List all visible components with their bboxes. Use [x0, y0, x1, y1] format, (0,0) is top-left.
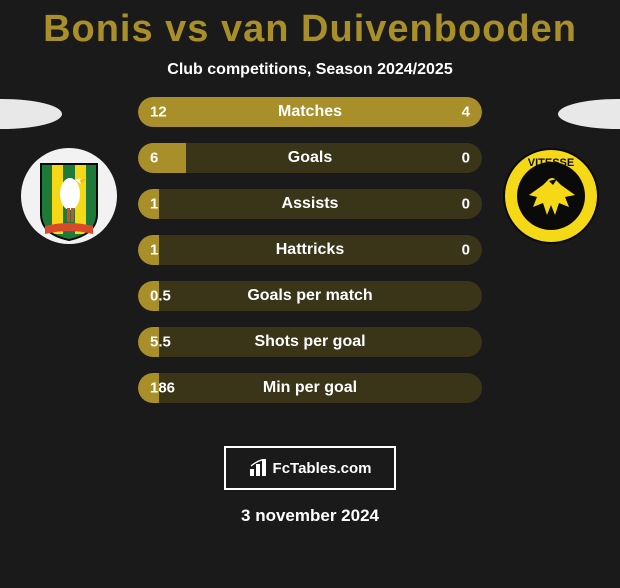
stat-row: 12 Matches 4: [138, 97, 482, 127]
date-label: 3 november 2024: [0, 506, 620, 526]
brand-label: FcTables.com: [273, 460, 372, 477]
stat-row: 186 Min per goal: [138, 373, 482, 403]
stat-label: Shots per goal: [254, 333, 365, 351]
stat-label: Matches: [278, 103, 342, 121]
club-crest-left: [20, 147, 118, 245]
stat-value-left: 12: [150, 104, 167, 121]
page-title: Bonis vs van Duivenbooden: [0, 8, 620, 51]
stat-row: 5.5 Shots per goal: [138, 327, 482, 357]
stat-value-right: 0: [462, 196, 470, 213]
stat-label: Goals: [288, 149, 332, 167]
subtitle: Club competitions, Season 2024/2025: [0, 61, 620, 79]
stat-label: Hattricks: [276, 241, 344, 259]
stat-row: 1 Assists 0: [138, 189, 482, 219]
stat-value-right: 0: [462, 150, 470, 167]
branding-box[interactable]: FcTables.com: [224, 446, 396, 490]
stats-list: 12 Matches 4 6 Goals 0 1 Assists 0 1 Hattricks 0 0.5…: [138, 97, 482, 419]
ado-den-haag-crest-icon: [20, 147, 118, 245]
stat-fill-left: [138, 143, 186, 173]
stat-value-left: 186: [150, 380, 175, 397]
stat-label: Min per goal: [263, 379, 357, 397]
stat-row: 6 Goals 0: [138, 143, 482, 173]
stat-value-left: 1: [150, 242, 158, 259]
club-crest-right: VITESSE: [502, 147, 600, 245]
stat-value-right: 0: [462, 242, 470, 259]
stat-fill-left: [138, 97, 396, 127]
stat-row: 1 Hattricks 0: [138, 235, 482, 265]
svg-text:VITESSE: VITESSE: [528, 157, 574, 169]
vitesse-crest-icon: VITESSE: [502, 147, 600, 245]
bar-chart-icon: [249, 459, 269, 477]
stat-label: Goals per match: [247, 287, 372, 305]
stat-value-left: 0.5: [150, 288, 171, 305]
stat-value-left: 1: [150, 196, 158, 213]
stat-value-right: 4: [462, 104, 470, 121]
stat-value-left: 5.5: [150, 334, 171, 351]
player-photo-right: [558, 99, 620, 129]
player-photo-left: [0, 99, 62, 129]
stat-row: 0.5 Goals per match: [138, 281, 482, 311]
stat-label: Assists: [282, 195, 339, 213]
stat-value-left: 6: [150, 150, 158, 167]
